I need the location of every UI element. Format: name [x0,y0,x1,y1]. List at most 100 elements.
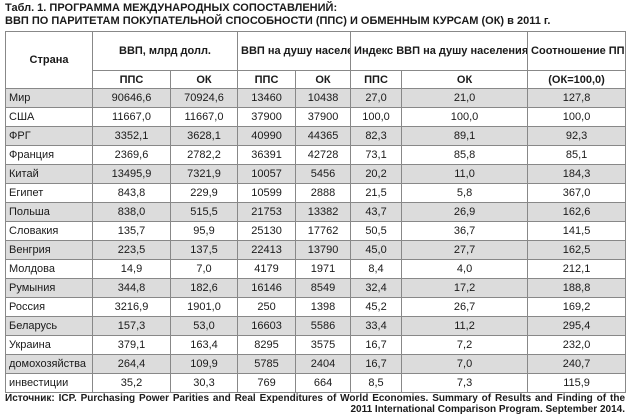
value-cell: 27,0 [350,88,403,108]
value-cell: 10438 [295,88,352,108]
value-cell: 16,7 [350,354,403,374]
value-cell: 1901,0 [169,297,239,317]
value-cell: 85,8 [401,145,529,165]
value-cell: 90646,6 [92,88,171,108]
value-cell: 7321,9 [169,164,239,184]
value-cell: 50,5 [350,221,403,241]
value-cell: 295,4 [527,316,627,336]
table-row: Мир 90646,6 70924,6 13460 10438 27,0 21,0 127,8 [5,88,627,108]
value-cell: 141,5 [527,221,627,241]
value-cell: 229,9 [169,183,239,203]
country-cell: инвестиции [5,373,93,393]
country-cell: Беларусь [5,316,93,336]
table-row: Польша 838,0 515,5 21753 13382 43,7 26,9 162,6 [5,202,627,222]
header-cell: ВВП на душу населения, долл. [237,31,352,71]
table-row: Китай 13495,9 7321,9 10057 5456 20,2 11,0 184,3 [5,164,627,184]
value-cell: 92,3 [527,126,627,146]
table-row: Беларусь 157,3 53,0 16603 5586 33,4 11,2 295,4 [5,316,627,336]
value-cell: 5456 [295,164,352,184]
value-cell: 2888 [295,183,352,203]
value-cell: 100,0 [527,107,627,127]
value-cell: 27,7 [401,240,529,260]
value-cell: 26,7 [401,297,529,317]
value-cell: 157,3 [92,316,171,336]
value-cell: 7,0 [401,354,529,374]
value-cell: 137,5 [169,240,239,260]
table-row: Франция 2369,6 2782,2 36391 42728 73,1 85,8 85,… [5,145,627,165]
value-cell: 16603 [237,316,297,336]
value-cell: 100,0 [350,107,403,127]
value-cell: 3352,1 [92,126,171,146]
subheader-cell: ОК [295,70,352,89]
value-cell: 5785 [237,354,297,374]
country-cell: США [5,107,93,127]
header-cell: Страна [5,31,93,89]
country-cell: Словакия [5,221,93,241]
subheader-cell: (ОК=100,0) [527,70,627,89]
table-row: Румыния 344,8 182,6 16146 8549 32,4 17,2 188,8 [5,278,627,298]
value-cell: 232,0 [527,335,627,355]
value-cell: 169,2 [527,297,627,317]
value-cell: 44365 [295,126,352,146]
value-cell: 100,0 [401,107,529,127]
value-cell: 240,7 [527,354,627,374]
value-cell: 95,9 [169,221,239,241]
value-cell: 4179 [237,259,297,279]
value-cell: 8,5 [350,373,403,393]
value-cell: 73,1 [350,145,403,165]
value-cell: 1398 [295,297,352,317]
header-cell: ВВП, млрд долл. [91,31,239,71]
value-cell: 11,2 [401,316,529,336]
value-cell: 13495,9 [92,164,171,184]
value-cell: 11667,0 [92,107,171,127]
table-body: Мир 90646,6 70924,6 13460 10438 27,0 21,0 127,8… [5,88,627,393]
value-cell: 515,5 [169,202,239,222]
value-cell: 13790 [295,240,352,260]
value-cell: 53,0 [169,316,239,336]
value-cell: 17,2 [401,278,529,298]
value-cell: 45,2 [350,297,403,317]
value-cell: 8295 [237,335,297,355]
value-cell: 135,7 [92,221,171,241]
value-cell: 843,8 [92,183,171,203]
value-cell: 14,9 [92,259,171,279]
subheader-cell: ППС [237,70,297,89]
table-row: домохозяйства 264,4 109,9 5785 2404 16,7 7,0 24… [5,354,627,374]
value-cell: 13460 [237,88,297,108]
table-row: ФРГ 3352,1 3628,1 40990 44365 82,3 89,1 92,3 [5,126,627,146]
table-row: Египет 843,8 229,9 10599 2888 21,5 5,8 367,0 [5,183,627,203]
country-cell: Египет [5,183,93,203]
source-note: Источник: ICP. Purchasing Power Parities… [5,393,625,415]
table-row: Словакия 135,7 95,9 25130 17762 50,5 36,7 141,5 [5,221,627,241]
table-row: Россия 3216,9 1901,0 250 1398 45,2 26,7 169,2 [5,297,627,317]
value-cell: 223,5 [92,240,171,260]
country-cell: Мир [5,88,93,108]
country-cell: Китай [5,164,93,184]
subtitle: ВВП ПО ПАРИТЕТАМ ПОКУПАТЕЛЬНОЙ СПОСОБНОС… [5,15,551,27]
value-cell: 11,0 [401,164,529,184]
value-cell: 3628,1 [169,126,239,146]
value-cell: 33,4 [350,316,403,336]
value-cell: 5586 [295,316,352,336]
value-cell: 45,0 [350,240,403,260]
country-cell: Франция [5,145,93,165]
table: Страна ВВП, млрд долл. ВВП на душу насел… [5,31,627,393]
table-row: США 11667,0 11667,0 37900 37900 100,0 100,0 100… [5,107,627,127]
country-cell: Россия [5,297,93,317]
value-cell: 127,8 [527,88,627,108]
header-cell: Соотношение ППС и ОК [527,31,627,71]
country-cell: Молдова [5,259,93,279]
value-cell: 5,8 [401,183,529,203]
value-cell: 4,0 [401,259,529,279]
value-cell: 769 [237,373,297,393]
subheader-cell: ОК [169,70,239,89]
value-cell: 17762 [295,221,352,241]
value-cell: 379,1 [92,335,171,355]
value-cell: 8549 [295,278,352,298]
value-cell: 115,9 [527,373,627,393]
country-cell: Польша [5,202,93,222]
value-cell: 13382 [295,202,352,222]
value-cell: 40990 [237,126,297,146]
value-cell: 182,6 [169,278,239,298]
